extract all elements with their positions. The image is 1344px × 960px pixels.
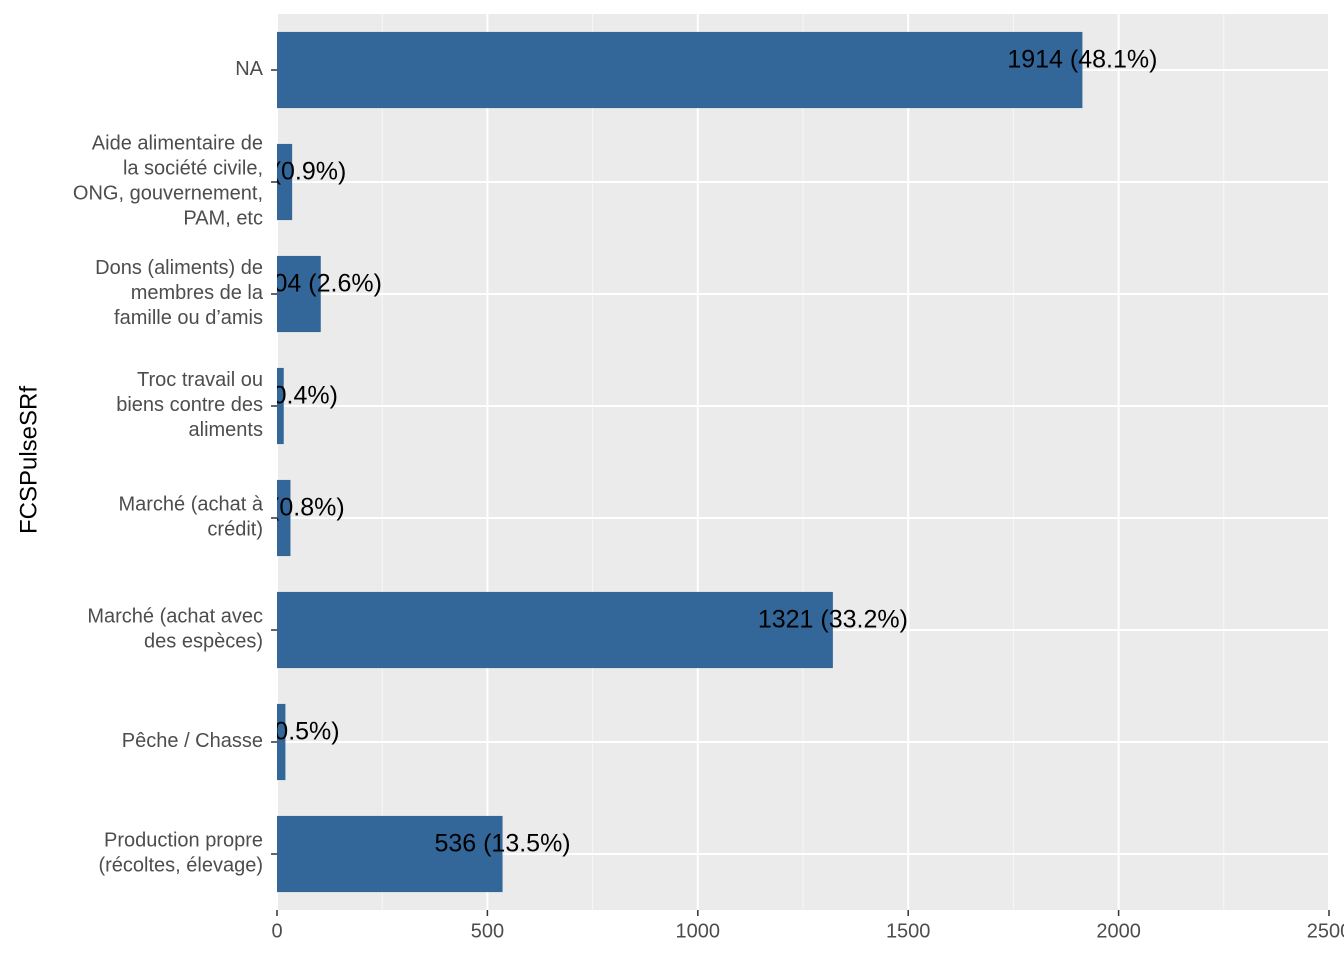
bar bbox=[277, 367, 284, 445]
x-tick-label: 500 bbox=[471, 920, 504, 942]
x-tick-label: 1500 bbox=[886, 920, 931, 942]
y-tick-label: Aide alimentaire de la société civile, ONG… bbox=[73, 133, 263, 230]
x-tick-label: 2500 bbox=[1307, 920, 1344, 942]
bar bbox=[277, 703, 286, 781]
value-label: 36 (0.9%) bbox=[238, 158, 346, 186]
y-tick-label: Production propre (récoltes, élevage) bbox=[98, 830, 263, 877]
y-tick-label: Marché (achat à crédit) bbox=[118, 494, 263, 541]
y-tick-label: Dons (aliments) de membres de la famille o… bbox=[95, 257, 264, 329]
value-label: 20 (0.5%) bbox=[231, 718, 339, 746]
y-axis-title: FCSPulseSRf bbox=[15, 386, 42, 534]
grid bbox=[276, 14, 1330, 910]
y-tick-label: Pêche / Chasse bbox=[122, 730, 263, 752]
bar bbox=[277, 143, 293, 221]
y-tick-label: Marché (achat avec des espèces) bbox=[87, 606, 263, 653]
bar bbox=[277, 815, 503, 893]
bar bbox=[277, 479, 291, 557]
y-tick-label: Troc travail ou biens contre des aliments bbox=[116, 369, 263, 441]
value-label: 1914 (48.1%) bbox=[1007, 46, 1157, 74]
value-label: 536 (13.5%) bbox=[434, 830, 570, 858]
value-label: 32 (0.8%) bbox=[236, 494, 344, 522]
value-label: 104 (2.6%) bbox=[260, 270, 382, 298]
x-tick-label: 0 bbox=[271, 920, 282, 942]
axes: 0 500 1000 1500 2000 2500 NA Aide alimentaire d… bbox=[73, 58, 1344, 942]
value-label: 1321 (33.2%) bbox=[758, 606, 908, 634]
value-label: 16 (0.4%) bbox=[230, 382, 338, 410]
bars: 1914 (48.1%) 36 (0.9%) 104 (2.6%) 16 (0.4%)… bbox=[230, 31, 1157, 893]
bar bbox=[277, 591, 833, 669]
x-tick-label: 2000 bbox=[1096, 920, 1141, 942]
bar bbox=[277, 31, 1083, 109]
bar bbox=[277, 255, 321, 333]
y-tick-label: NA bbox=[235, 58, 263, 80]
x-tick-label: 1000 bbox=[676, 920, 721, 942]
